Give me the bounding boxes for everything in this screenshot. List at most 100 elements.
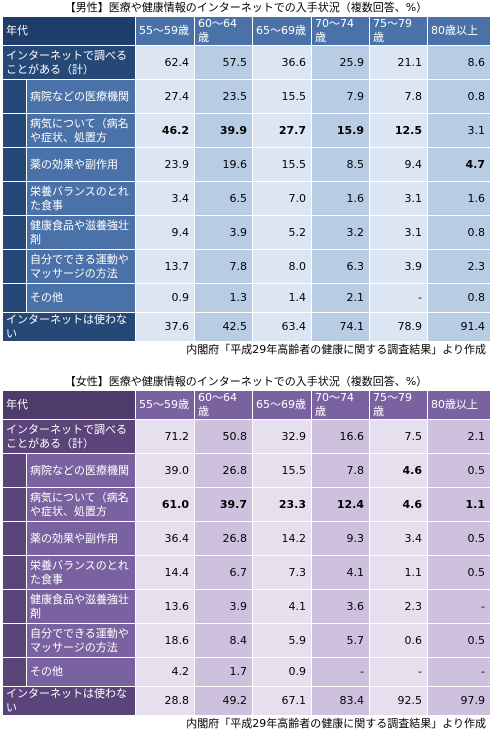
table-block: 【女性】医療や健康情報のインターネットでの入手状況（複数回答、%） 年代 55～59… <box>2 374 491 732</box>
value-cell: - <box>369 283 428 313</box>
value-cell: 5.2 <box>252 215 312 250</box>
table-row: 薬の効果や副作用 23.9 19.6 15.5 8.5 9.4 4.7 <box>2 147 491 182</box>
value-cell: 8.0 <box>252 249 312 284</box>
value-cell: 49.2 <box>194 686 253 716</box>
table-row: 健康食品や滋養強壮剤 9.4 3.9 5.2 3.2 3.1 0.8 <box>2 215 491 250</box>
value-cell: - <box>311 657 370 687</box>
table-row: インターネットで調べることがある（計） 62.4 57.5 36.6 25.9 21.1 8… <box>2 45 491 80</box>
value-cell: 0.9 <box>135 283 195 313</box>
table-row: インターネットは使わない 37.6 42.5 63.4 74.1 78.9 91.4 <box>2 312 491 342</box>
row-label: インターネットは使わない <box>2 312 136 342</box>
value-cell: 42.5 <box>194 312 253 342</box>
row-label: 薬の効果や副作用 <box>26 147 136 182</box>
header-cell: 60～64歳 <box>194 16 253 46</box>
value-cell: 4.6 <box>369 487 428 522</box>
row-label: インターネットは使わない <box>2 686 136 716</box>
value-cell: 0.5 <box>427 521 491 556</box>
value-cell: 9.4 <box>369 147 428 182</box>
indent-cell <box>2 657 27 687</box>
value-cell: - <box>427 657 491 687</box>
header-cell: 75～79歳 <box>369 16 428 46</box>
row-label: 病院などの医療機関 <box>26 453 136 488</box>
value-cell: 13.6 <box>135 589 195 624</box>
row-label: 病院などの医療機関 <box>26 79 136 114</box>
value-cell: 2.1 <box>311 283 370 313</box>
row-label: 栄養バランスのとれた食事 <box>26 181 136 216</box>
table-row: 病院などの医療機関 39.0 26.8 15.5 7.8 4.6 0.5 <box>2 453 491 488</box>
value-cell: - <box>369 657 428 687</box>
table-row: その他 4.2 1.7 0.9- - - <box>2 657 491 687</box>
header-cell: 55～59歳 <box>135 16 195 46</box>
indent-cell <box>2 453 27 488</box>
indent-cell <box>2 113 27 148</box>
value-cell: 12.4 <box>311 487 370 522</box>
value-cell: 3.2 <box>311 215 370 250</box>
value-cell: 0.8 <box>427 79 491 114</box>
value-cell: 28.8 <box>135 686 195 716</box>
indent-cell <box>2 555 27 590</box>
header-cell: 55～59歳 <box>135 390 195 420</box>
table-block: 【男性】医療や健康情報のインターネットでの入手状況（複数回答、%） 年代 55～59… <box>2 0 491 358</box>
value-cell: 0.5 <box>427 453 491 488</box>
value-cell: 7.8 <box>369 79 428 114</box>
header-row: 年代 55～59歳 60～64歳 65～69歳 70～74歳 75～79歳 80歳以上 <box>2 16 491 46</box>
value-cell: 15.5 <box>252 453 312 488</box>
value-cell: 1.6 <box>427 181 491 216</box>
value-cell: 4.1 <box>311 555 370 590</box>
value-cell: 61.0 <box>135 487 195 522</box>
value-cell: 1.1 <box>427 487 491 522</box>
value-cell: 3.4 <box>135 181 195 216</box>
row-label: 健康食品や滋養強壮剤 <box>26 215 136 250</box>
header-cell: 65～69歳 <box>252 16 312 46</box>
value-cell: 3.9 <box>369 249 428 284</box>
table-row: 病気について（病名や症状、処置方 61.0 39.7 23.3 12.4 4.6 1.1 <box>2 487 491 522</box>
table-row: 薬の効果や副作用 36.4 26.8 14.2 9.3 3.4 0.5 <box>2 521 491 556</box>
value-cell: 4.2 <box>135 657 195 687</box>
indent-cell <box>2 521 27 556</box>
value-cell: 32.9 <box>252 419 312 454</box>
value-cell: 78.9 <box>369 312 428 342</box>
value-cell: 4.1 <box>252 589 312 624</box>
value-cell: 8.5 <box>311 147 370 182</box>
row-label: 自分でできる運動やマッサージの方法 <box>26 249 136 284</box>
value-cell: 16.6 <box>311 419 370 454</box>
value-cell: 15.5 <box>252 79 312 114</box>
value-cell: 39.7 <box>194 487 253 522</box>
indent-cell <box>2 79 27 114</box>
value-cell: 92.5 <box>369 686 428 716</box>
value-cell: 1.1 <box>369 555 428 590</box>
value-cell: 3.1 <box>369 181 428 216</box>
value-cell: 1.7 <box>194 657 253 687</box>
value-cell: 13.7 <box>135 249 195 284</box>
value-cell: 1.4 <box>252 283 312 313</box>
value-cell: 15.5 <box>252 147 312 182</box>
indent-cell <box>2 487 27 522</box>
header-cell: 65～69歳 <box>252 390 312 420</box>
row-label: インターネットで調べることがある（計） <box>2 419 136 454</box>
header-cell: 70～74歳 <box>311 390 370 420</box>
value-cell: 97.9 <box>427 686 491 716</box>
header-cell: 年代 <box>2 16 136 46</box>
data-table: 年代 55～59歳 60～64歳 65～69歳 70～74歳 75～79歳 80歳以上 インタ… <box>2 390 491 716</box>
value-cell: 74.1 <box>311 312 370 342</box>
value-cell: 12.5 <box>369 113 428 148</box>
indent-cell <box>2 623 27 658</box>
value-cell: 50.8 <box>194 419 253 454</box>
value-cell: 37.6 <box>135 312 195 342</box>
value-cell: - <box>427 589 491 624</box>
indent-cell <box>2 215 27 250</box>
value-cell: 6.7 <box>194 555 253 590</box>
header-cell: 75～79歳 <box>369 390 428 420</box>
value-cell: 7.3 <box>252 555 312 590</box>
value-cell: 2.1 <box>427 419 491 454</box>
value-cell: 27.7 <box>252 113 312 148</box>
value-cell: 7.8 <box>194 249 253 284</box>
indent-cell <box>2 181 27 216</box>
header-cell: 80歳以上 <box>427 390 491 420</box>
value-cell: 6.5 <box>194 181 253 216</box>
value-cell: 0.5 <box>427 555 491 590</box>
value-cell: 3.9 <box>194 215 253 250</box>
